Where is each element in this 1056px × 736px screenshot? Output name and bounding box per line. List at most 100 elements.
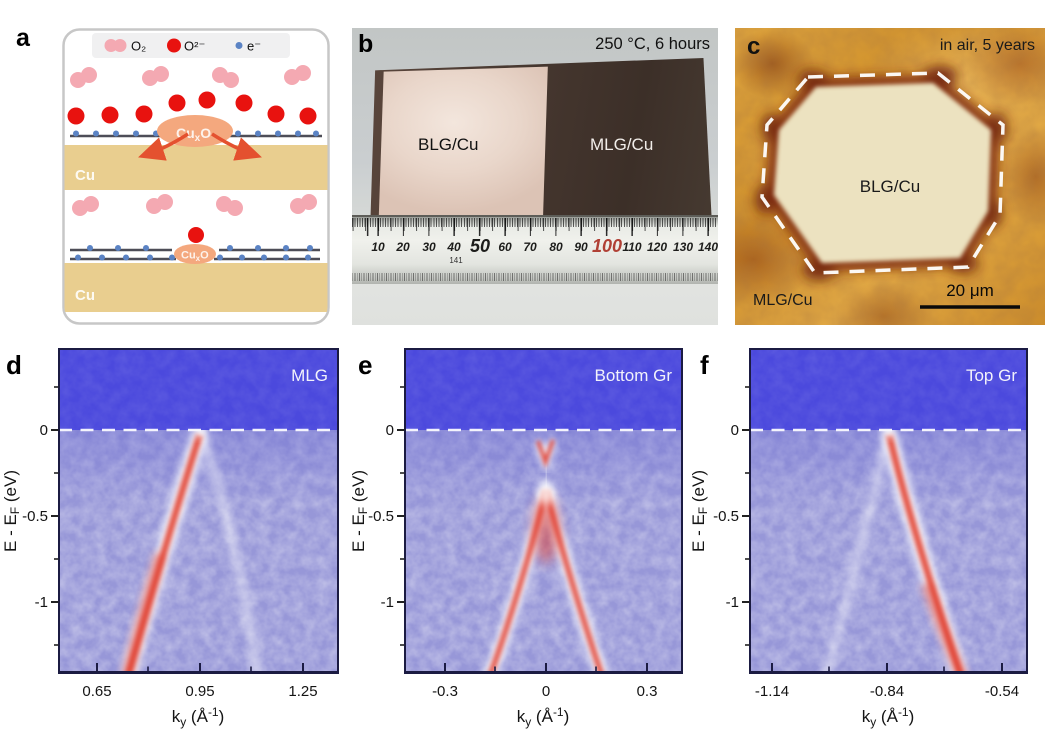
x-ticks-d	[96, 663, 304, 672]
ruler-number: 120	[646, 240, 668, 254]
svg-text:-0.84: -0.84	[870, 683, 904, 700]
panel-c-center-label: BLG/Cu	[860, 177, 920, 196]
blg-region-label: BLG/Cu	[418, 135, 479, 154]
ruler-number: 100	[591, 236, 623, 256]
o2-legend-icon	[113, 39, 127, 52]
x-tick-labels-d: 0.65 0.95 1.25	[82, 683, 317, 700]
y-ticks-f	[742, 386, 750, 646]
panel-f-title: Top Gr	[966, 366, 1017, 385]
ruler-number: 80	[549, 240, 563, 254]
cu-label-bottom: Cu	[75, 287, 95, 304]
svg-text:-0.3: -0.3	[432, 683, 458, 700]
ruler-number: 70	[523, 240, 537, 254]
electron-legend-icon	[235, 42, 243, 49]
ruler: 10 20 30 40 50 60 70 80 90 100 110 120 1…	[352, 215, 718, 284]
band-faint-d	[196, 430, 263, 673]
diffusion-arrow-right	[211, 132, 262, 161]
ruler-number: 110	[622, 240, 642, 254]
upper-split-band-e	[536, 439, 555, 469]
cuxo-oxide-top	[157, 115, 233, 147]
panel-d-title: MLG	[291, 366, 328, 385]
ruler-number: 90	[574, 240, 588, 254]
oxygen-ion-bottom	[188, 227, 204, 243]
x-tick-labels-e: -0.3 0 0.3	[432, 683, 657, 700]
y-tick-labels-f: 0 -0.5 -1	[713, 422, 739, 611]
svg-text:-1: -1	[381, 594, 394, 611]
ruler-number: 50	[469, 236, 491, 256]
panel-c-micrograph: BLG/Cu MLG/Cu 20 μm in air, 5 years c	[735, 28, 1045, 325]
electron-legend-label: e⁻	[247, 39, 261, 54]
x-ticks-e	[444, 663, 648, 672]
svg-text:-1.14: -1.14	[755, 683, 789, 700]
y-axis-label-f: E - EF (eV)	[690, 470, 710, 552]
cone-apex-intensity-e	[533, 497, 559, 563]
x-tick-labels-f: -1.14 -0.84 -0.54	[755, 683, 1019, 700]
x-axis-label-e: ky (Å-1)	[517, 705, 570, 729]
svg-text:0.3: 0.3	[637, 683, 658, 700]
ruler-small-mark: 141	[449, 256, 463, 265]
ruler-number: 10	[371, 240, 385, 254]
ruler-number: 140	[697, 240, 718, 254]
y-ticks-d	[51, 386, 59, 646]
x-ticks-f	[771, 663, 1003, 672]
ruler-bottom-ticks	[352, 273, 718, 281]
x-axis-label-f: ky (Å-1)	[862, 705, 915, 729]
panel-c-overlay: BLG/Cu MLG/Cu 20 μm in air, 5 years c	[735, 28, 1045, 325]
panel-b-condition: 250 °C, 6 hours	[595, 35, 710, 53]
panel-e-label: e	[358, 350, 372, 380]
svg-text:-0.5: -0.5	[368, 508, 394, 525]
oxygen-ions-top	[67, 91, 317, 125]
panel-f-label: f	[700, 350, 709, 380]
svg-text:-0.5: -0.5	[22, 508, 48, 525]
o-ion-legend-icon	[167, 38, 181, 53]
y-ticks-e	[397, 386, 405, 646]
ruler-number: 60	[498, 240, 512, 254]
panel-c-condition: in air, 5 years	[940, 37, 1035, 54]
svg-text:-1: -1	[726, 594, 739, 611]
panel-b-label: b	[358, 30, 374, 58]
ruler-number: 30	[422, 240, 436, 254]
panel-c-label: c	[747, 33, 760, 60]
cuxo-oxide-bottom	[174, 244, 216, 264]
ruler-number: 130	[672, 240, 694, 254]
schematic-legend: O₂ O²⁻ e⁻	[92, 33, 290, 58]
o-ion-legend-label: O²⁻	[184, 39, 205, 54]
ruler-number: 40	[447, 240, 461, 254]
cu-label-top: Cu	[75, 167, 95, 184]
y-tick-labels-e: 0 -0.5 -1	[368, 422, 394, 611]
svg-text:-0.5: -0.5	[713, 508, 739, 525]
panel-d-label: d	[6, 350, 22, 380]
y-tick-labels-d: 0 -0.5 -1	[22, 422, 48, 611]
panel-c-background-label: MLG/Cu	[753, 292, 813, 309]
blg-covered-region	[378, 66, 548, 228]
arpes-panel-f: Top Gr 0 -0.5 -1 -1.14 -0.84 -0.54 ky (Å…	[690, 348, 1028, 729]
svg-text:0.95: 0.95	[185, 683, 214, 700]
o2-molecules-bottom	[72, 194, 317, 216]
arpes-panel-e: Bottom Gr 0 -0.5 -1 -0.3 0 0.3 ky (Å-1) …	[350, 348, 683, 729]
cu-substrate-top	[64, 145, 328, 190]
graphene-bilayer	[70, 248, 320, 261]
blg-protected-area	[774, 83, 991, 263]
scale-bar-label: 20 μm	[946, 281, 994, 300]
ruler-number: 20	[396, 240, 410, 254]
svg-text:1.25: 1.25	[288, 683, 317, 700]
y-axis-label-e: E - EF (eV)	[350, 470, 370, 552]
hexagon-dashed-outline	[760, 71, 1005, 275]
svg-text:0: 0	[542, 683, 550, 700]
diffusion-arrow-left	[138, 132, 189, 161]
electrons-bottom	[75, 245, 313, 261]
svg-text:-1: -1	[35, 594, 48, 611]
electrons-top	[73, 130, 319, 137]
cuxo-label-bottom: CuxO	[181, 250, 209, 264]
panel-b-photo: b 250 °C, 6 hours BLG/Cu MLG/Cu 10 20 30…	[352, 28, 718, 325]
o2-molecules-top	[70, 65, 311, 88]
svg-text:0.65: 0.65	[82, 683, 111, 700]
ruler-cm-ticks	[352, 218, 718, 236]
arpes-panel-d: MLG 0 -0.5 -1 0.65 0.95 1.25 ky (Å-1) E …	[1, 348, 339, 729]
cu-substrate-bottom	[64, 263, 328, 312]
svg-text:0: 0	[386, 422, 394, 439]
o2-legend-icon	[104, 39, 118, 52]
svg-text:0: 0	[40, 422, 48, 439]
copper-foil	[370, 58, 712, 234]
